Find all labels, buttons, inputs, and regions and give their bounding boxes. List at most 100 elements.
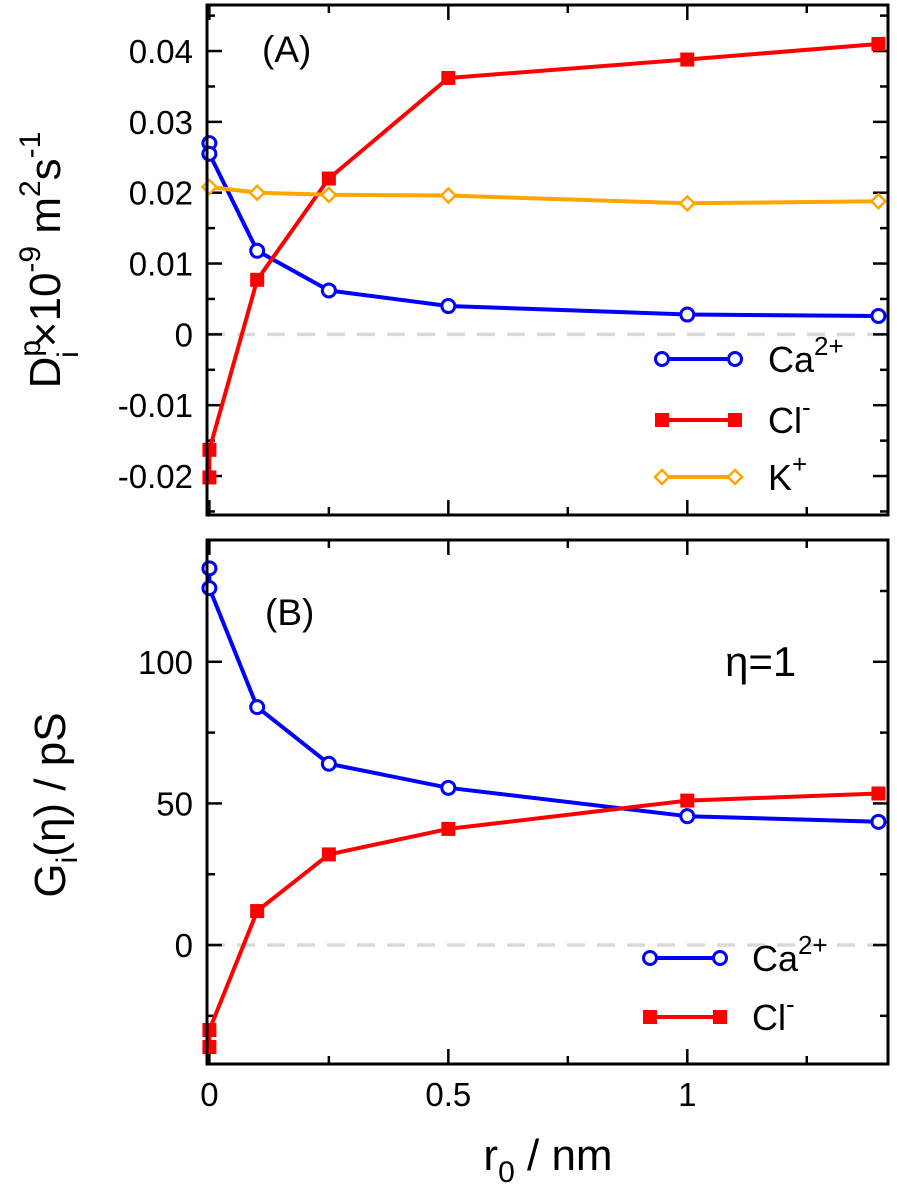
y-label-a-unit2: s	[21, 158, 70, 180]
x-tick-labels: 0 0.5 1	[200, 1076, 696, 1113]
data-point-ca2-b	[201, 560, 218, 577]
data-point-cl-a	[441, 70, 456, 85]
legend-b-cl-marker-1	[643, 1010, 657, 1024]
data-point-ca2-b	[201, 580, 218, 597]
panel-a: -0.02 -0.01 0 0.01 0.02 0.03 0.04 (A) Dp i ×10-9…	[14, 3, 890, 517]
y-axis-label-a: Dp i ×10-9 m2s-1	[14, 132, 85, 389]
data-point-k-a	[869, 192, 888, 210]
legend-b: Ca2+ Cl-	[642, 930, 828, 1038]
series-group-b	[201, 560, 887, 1055]
x-tick-label: 1	[678, 1076, 696, 1113]
y-tick-label-a: -0.02	[118, 458, 193, 495]
x-label-base: r	[483, 1131, 498, 1180]
y-label-a-sup: p	[14, 340, 47, 357]
data-point-cl-b	[202, 1040, 217, 1055]
data-point-ca2-b	[679, 808, 696, 825]
legend-a-k: K+	[653, 449, 807, 498]
data-point-cl-a	[250, 272, 265, 287]
series-line-k-a	[209, 185, 879, 206]
y-tick-label-b: 0	[175, 927, 193, 964]
legend-a-ca: Ca2+	[654, 331, 844, 380]
data-point-ca2-b	[870, 813, 887, 830]
y-label-a-exp1: -9	[14, 246, 47, 273]
legend-b-ca-marker-2	[712, 950, 728, 966]
legend-b-ca-base: Ca	[752, 938, 799, 979]
data-point-ca2-a	[201, 145, 218, 162]
legend-b-ca-sup: 2+	[798, 930, 828, 960]
data-point-cl-b	[202, 1023, 217, 1038]
data-point-ca2-a	[249, 242, 266, 259]
legend-a-ca-marker-1	[654, 351, 670, 367]
data-point-ca2-a	[679, 306, 696, 323]
plot-frame-b	[205, 538, 890, 1066]
legend-a-cl-base: Cl	[768, 400, 802, 441]
data-point-k-a	[678, 194, 697, 213]
y-label-b-rest: (η) / pS	[26, 712, 75, 856]
data-point-k-a	[320, 186, 338, 204]
x-tick-label: 0	[200, 1076, 218, 1113]
y-label-a-unit: m	[21, 197, 70, 246]
y-tick-labels-b: 0 50 100	[138, 644, 193, 964]
x-tick-label: 0.5	[425, 1076, 471, 1113]
legend-b-ca-marker-1	[642, 950, 658, 966]
data-point-k-a	[439, 186, 458, 205]
data-point-ca2-a	[320, 282, 337, 299]
legend-a-k-marker-1	[653, 468, 671, 486]
data-point-ca2-b	[440, 779, 457, 796]
ticks-b	[207, 540, 888, 1064]
data-point-cl-b	[680, 793, 695, 808]
series-group-a	[200, 36, 888, 485]
data-point-cl-a	[202, 470, 217, 485]
legend-b-cl-sup: -	[786, 989, 795, 1019]
y-tick-label-a: 0.03	[129, 104, 193, 141]
y-label-a-exp3: -1	[14, 132, 47, 159]
legend-a-ca-sup: 2+	[814, 331, 844, 361]
data-point-cl-a	[680, 52, 695, 67]
legend-b-cl-base: Cl	[752, 997, 786, 1038]
y-tick-labels-a: -0.02 -0.01 0 0.01 0.02 0.03 0.04	[118, 33, 193, 495]
legend-a-cl-marker-1	[655, 413, 669, 427]
legend-b-cl-label: Cl-	[752, 989, 795, 1038]
legend-a-k-base: K	[768, 457, 792, 498]
y-tick-label-a: 0.04	[129, 33, 193, 70]
y-tick-label-a: 0.01	[129, 246, 193, 283]
panel-tag-a: (A)	[262, 29, 311, 70]
data-point-ca2-a	[440, 298, 457, 315]
data-point-cl-b	[441, 821, 456, 836]
data-point-k-a	[248, 183, 266, 202]
legend-a-cl-marker-2	[728, 413, 742, 427]
y-label-a-exp2: 2	[14, 180, 47, 197]
legend-a-cl-label: Cl-	[768, 392, 811, 441]
x-axis-label: r0 / nm	[483, 1131, 612, 1189]
panel-tag-b: (B)	[265, 592, 314, 633]
y-label-b-base: G	[26, 863, 75, 897]
data-point-ca2-b	[249, 699, 266, 716]
legend-b-ca-label: Ca2+	[752, 930, 828, 979]
x-label-rest: / nm	[515, 1131, 613, 1180]
y-label-a-rest: ×10	[21, 273, 70, 348]
legend-b-cl-marker-2	[713, 1010, 727, 1024]
legend-b-ca: Ca2+	[642, 930, 828, 979]
legend-b-cl: Cl-	[643, 989, 795, 1038]
legend-a-cl: Cl-	[655, 392, 811, 441]
y-label-a-sub: i	[52, 351, 85, 358]
legend-a: Ca2+ Cl- K+	[653, 331, 844, 498]
data-point-cl-a	[871, 36, 886, 51]
y-label-a-base: D	[21, 357, 70, 389]
y-tick-label-a: -0.01	[118, 387, 193, 424]
x-label-sub: 0	[498, 1156, 515, 1189]
legend-a-k-marker-2	[726, 468, 744, 486]
y-axis-label-b: Gi(η) / pS	[26, 712, 84, 897]
legend-a-ca-label: Ca2+	[768, 331, 844, 380]
data-point-cl-b	[250, 904, 265, 919]
data-point-cl-b	[871, 786, 886, 801]
data-point-ca2-b	[320, 755, 337, 772]
plot-frame-a	[205, 3, 890, 517]
legend-a-k-sup: +	[792, 449, 807, 479]
legend-a-ca-base: Ca	[768, 339, 815, 380]
series-line-ca2-a	[207, 143, 879, 318]
legend-a-k-label: K+	[768, 449, 807, 498]
eta-annotation: η=1	[725, 638, 796, 685]
